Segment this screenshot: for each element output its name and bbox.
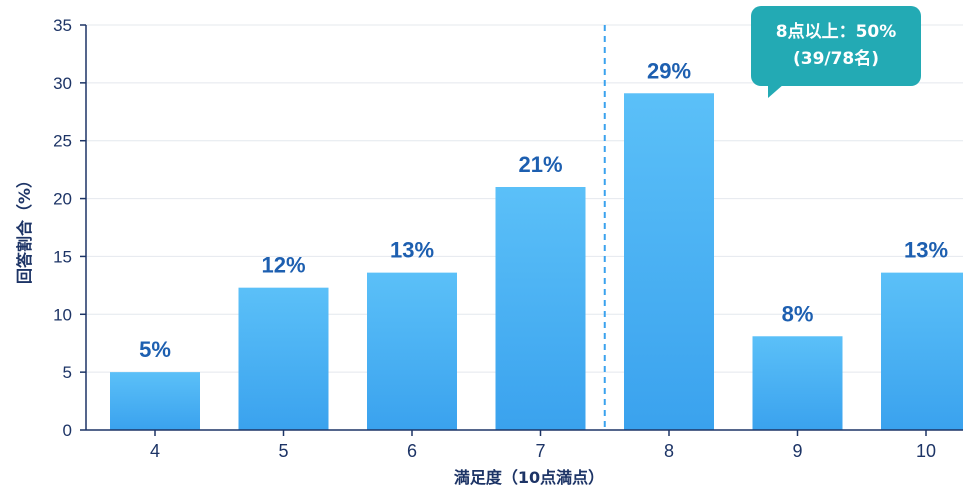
- bar-value-label: 8%: [782, 301, 814, 326]
- bars: [110, 93, 963, 431]
- x-tick-label: 10: [916, 441, 936, 461]
- y-tick-label: 25: [53, 132, 72, 151]
- bar-value-label: 21%: [518, 152, 562, 177]
- annotation-callout: 8点以上：50% (39/78名): [751, 6, 921, 86]
- bar-value-label: 29%: [647, 58, 691, 83]
- x-tick-label: 6: [407, 441, 417, 461]
- x-tick-label: 9: [792, 441, 802, 461]
- bar-value-label: 13%: [390, 238, 434, 263]
- bar-value-label: 12%: [261, 253, 305, 278]
- annotation-line-1: 8点以上：50%: [775, 22, 897, 42]
- y-tick-label: 5: [63, 363, 72, 382]
- bar-value-label: 5%: [139, 337, 171, 362]
- y-axis-ticks: 0 5 10 15 20 25 30 35: [53, 16, 86, 440]
- y-tick-label: 15: [53, 247, 72, 266]
- x-axis-ticks: 4 5 6 7 8 9 10: [150, 430, 936, 461]
- y-tick-label: 30: [53, 74, 72, 93]
- bar: [238, 287, 329, 430]
- x-tick-label: 4: [150, 441, 160, 461]
- y-tick-label: 0: [63, 421, 72, 440]
- y-tick-label: 10: [53, 305, 72, 324]
- bar: [624, 93, 714, 431]
- x-axis-title: 満足度（10点満点）: [454, 468, 604, 487]
- x-tick-label: 5: [278, 441, 288, 461]
- bar: [110, 372, 200, 430]
- bar-value-label: 13%: [904, 238, 948, 263]
- x-tick-label: 7: [535, 441, 545, 461]
- y-tick-label: 20: [53, 190, 72, 209]
- y-tick-label: 35: [53, 16, 72, 35]
- bar: [367, 272, 457, 430]
- data-labels: 5% 12% 13% 21% 29% 8% 13%: [139, 58, 948, 362]
- annotation-callout-tail: [768, 84, 784, 98]
- bar: [752, 336, 843, 430]
- bar: [881, 272, 963, 430]
- bar: [495, 187, 586, 430]
- annotation-line-2: (39/78名): [792, 49, 880, 69]
- x-tick-label: 8: [664, 441, 674, 461]
- y-axis-title: 回答割合（%）: [15, 172, 34, 284]
